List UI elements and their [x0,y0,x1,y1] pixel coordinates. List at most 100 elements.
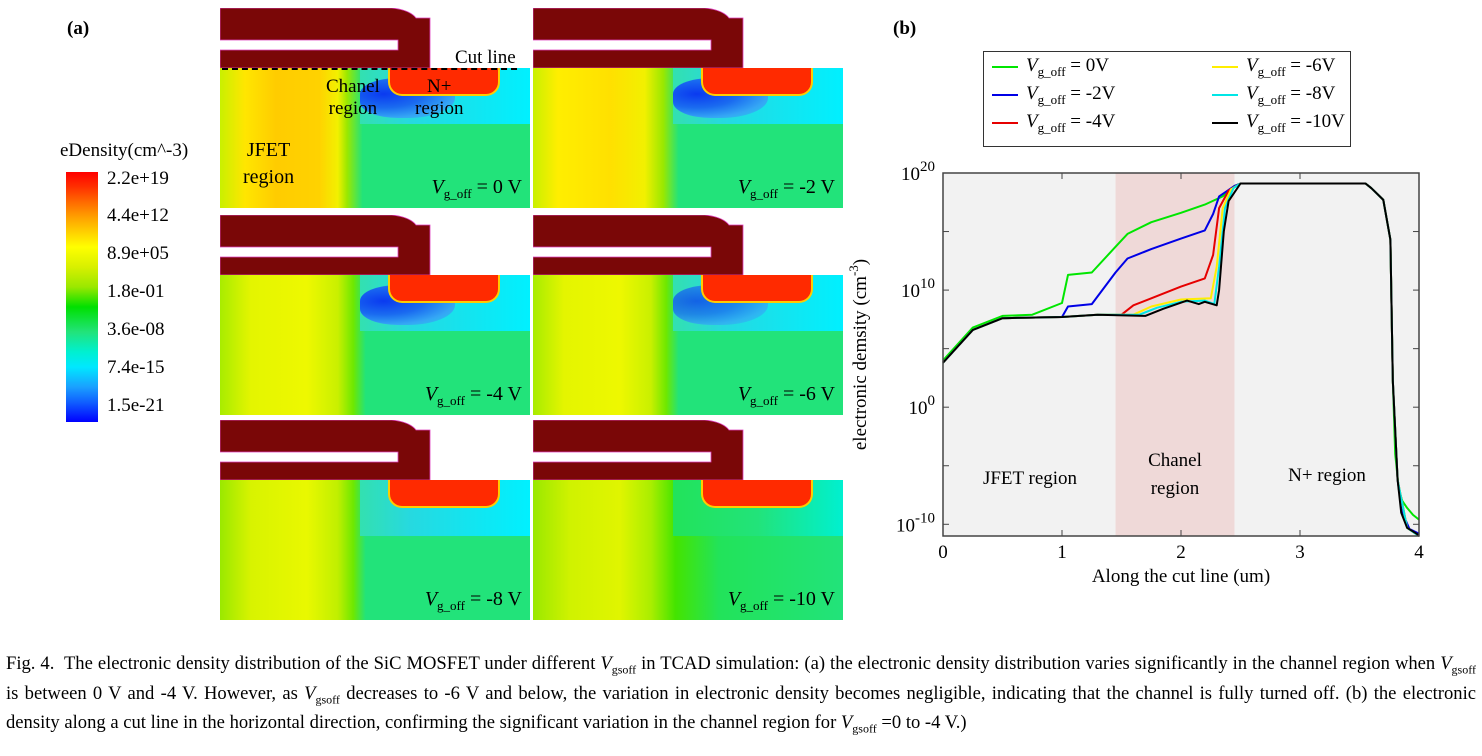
y-tick-exponent: 0 [928,393,936,409]
v-symbol: V [737,383,751,405]
region-label-chanel1: Chanel [1148,450,1202,471]
chanel-label-line1: Chanel [326,76,380,97]
legend-item: Vg_off = -4V [992,111,1115,136]
caption-v: V [600,653,612,674]
caption-v: V [304,682,316,704]
tcad-panel: Vg_off = -10 V [533,420,843,620]
nplus-region [701,68,813,96]
y-tick-base: 10 [901,164,920,185]
legend-item: Vg_off = -10V [1212,111,1345,136]
legend-value: = -10V [1285,111,1345,132]
caption-text-3: is between 0 V and -4 V. However, as [6,682,305,704]
tcad-panel: Vg_off = -2 V [533,8,843,208]
gate-structure [533,215,744,275]
x-axis-label: Along the cut line (um) [1092,566,1270,587]
legend-value: = -8V [1285,83,1336,104]
legend-value: = 0V [1065,55,1109,76]
colorbar-tick-label: 1.8e-01 [107,281,165,302]
y-tick-label: 100 [909,393,936,419]
nplus-region [388,68,500,96]
legend-item: Vg_off = -8V [1212,83,1335,108]
legend-value: = -4V [1065,111,1116,132]
v-symbol: V [424,588,438,610]
v-value: = -6 V [777,383,835,405]
gate-structure [220,8,431,68]
tcad-panel: Vg_off = -6 V [533,215,843,415]
legend-v: V [1026,55,1038,76]
legend-swatch [1212,65,1238,68]
legend-sub: g_off [1037,63,1066,79]
y-axis-label: electronic demsity (cm-3) [846,259,871,450]
legend-sub: g_off [1037,119,1066,135]
legend-value: = -2V [1065,83,1116,104]
legend-swatch [992,65,1018,68]
tcad-panel: Vg_off = 0 V [220,8,530,208]
v-symbol: V [424,383,438,405]
colorbar-tick-label: 4.4e+12 [107,205,169,226]
density-map: Vg_off = -4 V [220,275,530,415]
nplus-region [701,480,813,508]
colorbar-tick-label: 8.9e+05 [107,243,169,264]
v-symbol: V [737,176,751,198]
legend-sub: g_off [1257,119,1286,135]
caption-vsub: gsoff [315,692,340,707]
jfet-region-label: JFET region [243,137,294,191]
plot-frame [942,172,1420,537]
density-map: Vg_off = -6 V [533,275,843,415]
vgoff-label: Vg_off = -4 V [425,383,522,409]
shaded-region [1234,173,1419,536]
x-tick-label: 0 [938,542,948,563]
legend-item: Vg_off = 0V [992,55,1109,80]
legend-v: V [1026,111,1038,132]
v-value: = 0 V [471,176,522,198]
series-line-5 [942,182,1420,537]
caption-text-5: =0 to -4 V.) [876,712,967,734]
legend-swatch [1212,93,1238,96]
density-map: Vg_off = -8 V [220,480,530,620]
tcad-panel: Vg_off = -8 V [220,420,530,620]
legend-v: V [1246,55,1258,76]
caption-text-4: decreases to -6 V and below, the variati… [6,682,1476,734]
shaded-region [943,173,1116,536]
region-label-nplus: N+ region [1288,465,1366,486]
cut-line-label: Cut line [455,47,516,68]
legend-v: V [1246,111,1258,132]
y-tick-label: 1020 [901,159,935,185]
legend-sub: g_off [1037,91,1066,107]
colorbar-tick-label: 3.6e-08 [107,319,165,340]
chanel-region-label: Chanel region [326,76,380,120]
v-symbol: V [431,176,444,198]
density-map: Vg_off = 0 V [220,68,530,208]
nplus-region-label: N+ region [415,76,464,120]
gate-structure [533,8,744,68]
caption-vsub: gsoff [852,722,877,737]
v-subscript: g_off [750,393,778,408]
legend-sub: g_off [1257,91,1286,107]
legend-v: V [1246,83,1258,104]
nplus-region [388,480,500,508]
legend-item: Vg_off = -2V [992,83,1115,108]
legend-item: Vg_off = -6V [1212,55,1335,80]
vgoff-label: Vg_off = -6 V [738,383,835,409]
y-tick-base: 10 [901,281,920,302]
v-subscript: g_off [437,393,465,408]
gate-structure [533,420,744,480]
y-tick-exponent: -10 [915,510,935,526]
caption-v: V [840,712,853,734]
v-symbol: V [727,588,741,610]
vgoff-label: Vg_off = 0 V [431,176,522,202]
y-label-main: electronic demsity (cm [850,276,871,450]
density-map: Vg_off = -10 V [533,480,843,620]
v-subscript: g_off [437,598,465,613]
tcad-panel: Vg_off = -4 V [220,215,530,415]
colorbar-tick-label: 2.2e+19 [107,168,169,189]
x-tick-label: 4 [1414,542,1424,563]
v-value: = -2 V [777,176,835,198]
gate-structure [220,215,431,275]
v-subscript: g_off [740,598,768,613]
nplus-region [388,275,500,303]
caption-text-1: The electronic density distribution of t… [63,653,601,674]
legend-swatch [992,93,1018,96]
v-subscript: g_off [443,186,472,201]
